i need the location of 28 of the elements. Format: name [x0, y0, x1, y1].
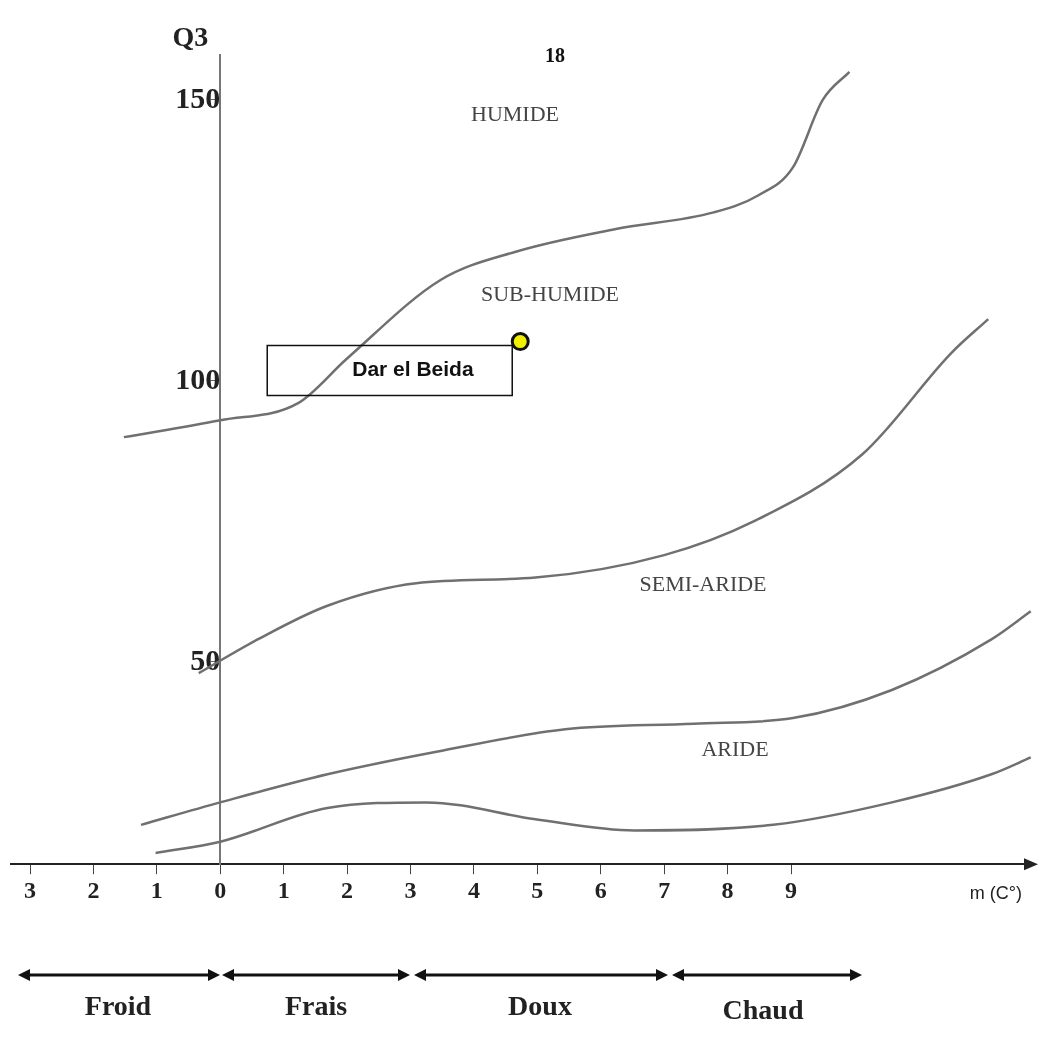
- text: Frais: [284, 990, 348, 1022]
- x-tick-label: 1: [277, 876, 290, 903]
- y-tick-label: 100: [175, 361, 221, 395]
- x-tick-label: 8: [721, 876, 734, 903]
- x-tick-label: 3: [404, 876, 417, 903]
- annotation: 18: [545, 44, 565, 67]
- x-tick-label: 0: [214, 876, 227, 903]
- y-tick-label: 150: [175, 80, 221, 114]
- x-tick-label: 2: [341, 876, 354, 903]
- annotation: ARIDE: [701, 735, 769, 761]
- x-tick-label: 1: [150, 876, 163, 903]
- text: Chaud: [722, 994, 804, 1026]
- text: Froid: [84, 990, 152, 1022]
- x-tick-label: 7: [658, 876, 671, 903]
- annotation: HUMIDE: [471, 100, 559, 126]
- annotation: Dar el Beida: [352, 357, 474, 381]
- y-tick-label: 50: [190, 642, 221, 676]
- x-tick-label: 2: [87, 876, 100, 903]
- x-tick-label: 5: [531, 876, 544, 903]
- annotation: SEMI-ARIDE: [639, 570, 767, 596]
- x-tick-label: 9: [785, 876, 798, 903]
- x-axis-title: m (C°): [969, 883, 1022, 904]
- x-tick-label: 4: [467, 876, 480, 903]
- text: Doux: [508, 990, 572, 1022]
- x-tick-label: 3: [24, 876, 37, 903]
- y-axis-title: Q3: [172, 21, 209, 53]
- annotation: SUB-HUMIDE: [480, 280, 620, 306]
- x-tick-label: 6: [594, 876, 607, 903]
